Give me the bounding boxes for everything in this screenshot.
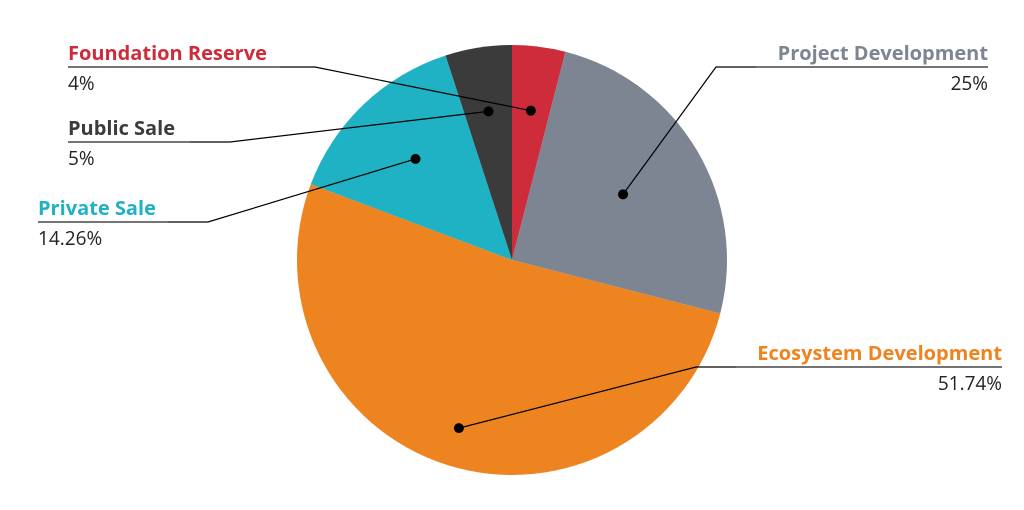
label-value-public-sale: 5%	[68, 145, 95, 171]
label-value-project-development: 25%	[951, 70, 988, 96]
label-value-foundation-reserve: 4%	[68, 70, 95, 96]
label-title-private-sale: Private Sale	[38, 194, 156, 221]
label-value-private-sale: 14.26%	[38, 225, 102, 251]
label-title-public-sale: Public Sale	[68, 114, 175, 141]
pie-chart-svg: Foundation Reserve 4% Public Sale 5% Private…	[0, 0, 1024, 510]
label-title-ecosystem-development: Ecosystem Development	[757, 339, 1002, 366]
label-title-project-development: Project Development	[778, 39, 989, 66]
pie-chart-container: Foundation Reserve 4% Public Sale 5% Private…	[0, 0, 1024, 510]
label-title-foundation-reserve: Foundation Reserve	[68, 39, 267, 66]
label-value-ecosystem-development: 51.74%	[938, 370, 1002, 396]
